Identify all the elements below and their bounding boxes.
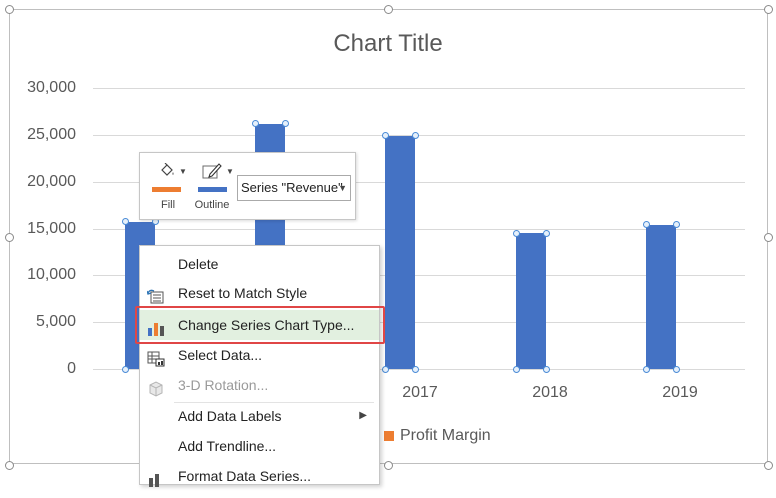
menu-item-add-trendline[interactable]: Add Trendline... bbox=[140, 431, 379, 461]
menu-item-label: Add Data Labels bbox=[178, 408, 282, 424]
bar-selection-handle[interactable] bbox=[281, 120, 289, 128]
chevron-down-icon: ▼ bbox=[179, 167, 187, 176]
menu-item-label: 3-D Rotation... bbox=[178, 377, 269, 393]
menu-item-label: Select Data... bbox=[178, 347, 263, 363]
y-tick-label: 15,000 bbox=[27, 219, 76, 237]
series-select[interactable]: Series "Revenue" ▼ bbox=[237, 175, 351, 201]
bar-revenue[interactable] bbox=[646, 224, 676, 369]
outline-button[interactable]: ▼ Outline bbox=[192, 159, 234, 215]
gridline bbox=[93, 275, 745, 277]
bar-selection-handle[interactable] bbox=[121, 218, 129, 226]
menu-item-label: Reset to Match Style bbox=[178, 285, 308, 301]
bar-selection-handle[interactable] bbox=[512, 229, 520, 237]
bar-selection-handle[interactable] bbox=[411, 365, 419, 373]
bar-selection-handle[interactable] bbox=[512, 365, 520, 373]
legend-swatch-profit-margin bbox=[384, 431, 394, 441]
menu-item-reset-to-match-style[interactable]: Reset to Match Style bbox=[140, 278, 379, 308]
menu-item-label: Add Trendline... bbox=[178, 438, 277, 454]
menu-item-format-data-series[interactable]: Format Data Series... bbox=[140, 461, 379, 491]
select-data-icon bbox=[147, 347, 165, 367]
paint-bucket-icon bbox=[158, 162, 176, 184]
resize-handle-bottom-right[interactable] bbox=[764, 461, 773, 470]
bar-selection-handle[interactable] bbox=[642, 221, 650, 229]
y-tick-label: 0 bbox=[67, 360, 76, 377]
series-select-value: Series "Revenue" bbox=[241, 180, 343, 195]
bar-revenue[interactable] bbox=[385, 135, 415, 369]
x-tick-label: 2017 bbox=[402, 384, 438, 401]
highlight-annotation bbox=[135, 306, 385, 344]
bar-selection-handle[interactable] bbox=[121, 365, 129, 373]
cube-icon bbox=[147, 377, 163, 397]
bar-selection-handle[interactable] bbox=[411, 132, 419, 140]
gridline bbox=[93, 322, 745, 324]
menu-item-delete[interactable]: Delete bbox=[140, 249, 379, 279]
gridline bbox=[93, 369, 745, 370]
menu-separator bbox=[174, 402, 374, 403]
legend-label-profit-margin: Profit Margin bbox=[400, 427, 491, 444]
resize-handle-top-right[interactable] bbox=[764, 5, 773, 14]
y-tick-label: 25,000 bbox=[27, 125, 76, 143]
resize-handle-bottom-left[interactable] bbox=[5, 461, 14, 470]
outline-color-swatch bbox=[198, 187, 227, 192]
bar-selection-handle[interactable] bbox=[542, 365, 550, 373]
menu-item-label: Delete bbox=[178, 256, 219, 272]
bar-selection-handle[interactable] bbox=[251, 120, 259, 128]
legend[interactable]: Profit Margin bbox=[384, 427, 491, 445]
bar-selection-handle[interactable] bbox=[381, 365, 389, 373]
mini-toolbar: ▼ Fill ▼ Outline Series "Revenue" ▼ bbox=[139, 152, 356, 220]
resize-handle-middle-left[interactable] bbox=[5, 233, 14, 242]
gridline bbox=[93, 228, 745, 230]
y-tick-label: 10,000 bbox=[27, 266, 76, 284]
bar-selection-handle[interactable] bbox=[542, 229, 550, 237]
bar-revenue[interactable] bbox=[516, 233, 546, 369]
resize-handle-bottom-center[interactable] bbox=[384, 461, 393, 470]
chevron-right-icon: ▶ bbox=[359, 410, 367, 421]
bar-chart-icon bbox=[147, 317, 164, 336]
menu-item-3d-rotation[interactable]: 3-D Rotation... bbox=[140, 370, 379, 400]
chart-title[interactable]: Chart Title bbox=[333, 30, 443, 57]
menu-item-label: Change Series Chart Type... bbox=[178, 317, 355, 333]
fill-button[interactable]: ▼ Fill bbox=[148, 159, 188, 215]
menu-item-add-data-labels[interactable]: Add Data Labels ▶ bbox=[140, 401, 379, 431]
resize-handle-top-center[interactable] bbox=[384, 5, 393, 14]
bar-selection-handle[interactable] bbox=[381, 132, 389, 140]
chevron-down-icon: ▼ bbox=[338, 183, 347, 193]
fill-color-swatch bbox=[152, 187, 181, 192]
chevron-down-icon: ▼ bbox=[226, 167, 234, 176]
context-menu: Delete Reset to Match Style Change Serie… bbox=[139, 245, 380, 487]
gridline bbox=[93, 134, 745, 136]
pencil-icon bbox=[202, 162, 222, 185]
reset-style-icon bbox=[146, 285, 164, 304]
format-series-icon bbox=[147, 468, 163, 487]
bar-selection-handle[interactable] bbox=[672, 365, 680, 373]
menu-item-change-series-chart-type[interactable]: Change Series Chart Type... bbox=[140, 310, 379, 340]
y-tick-label: 5,000 bbox=[35, 313, 76, 331]
resize-handle-top-left[interactable] bbox=[5, 5, 14, 14]
x-tick-label: 2018 bbox=[532, 384, 568, 401]
resize-handle-middle-right[interactable] bbox=[764, 233, 773, 242]
y-tick-label: 20,000 bbox=[27, 172, 76, 190]
y-tick-label: 30,000 bbox=[27, 79, 76, 96]
gridline bbox=[93, 88, 745, 89]
gridline bbox=[93, 181, 745, 183]
x-tick-label: 2019 bbox=[662, 384, 698, 401]
menu-item-select-data[interactable]: Select Data... bbox=[140, 340, 379, 370]
outline-label: Outline bbox=[194, 199, 230, 211]
fill-label: Fill bbox=[160, 199, 176, 211]
bar-selection-handle[interactable] bbox=[642, 365, 650, 373]
bar-selection-handle[interactable] bbox=[672, 221, 680, 229]
menu-item-label: Format Data Series... bbox=[178, 468, 312, 484]
